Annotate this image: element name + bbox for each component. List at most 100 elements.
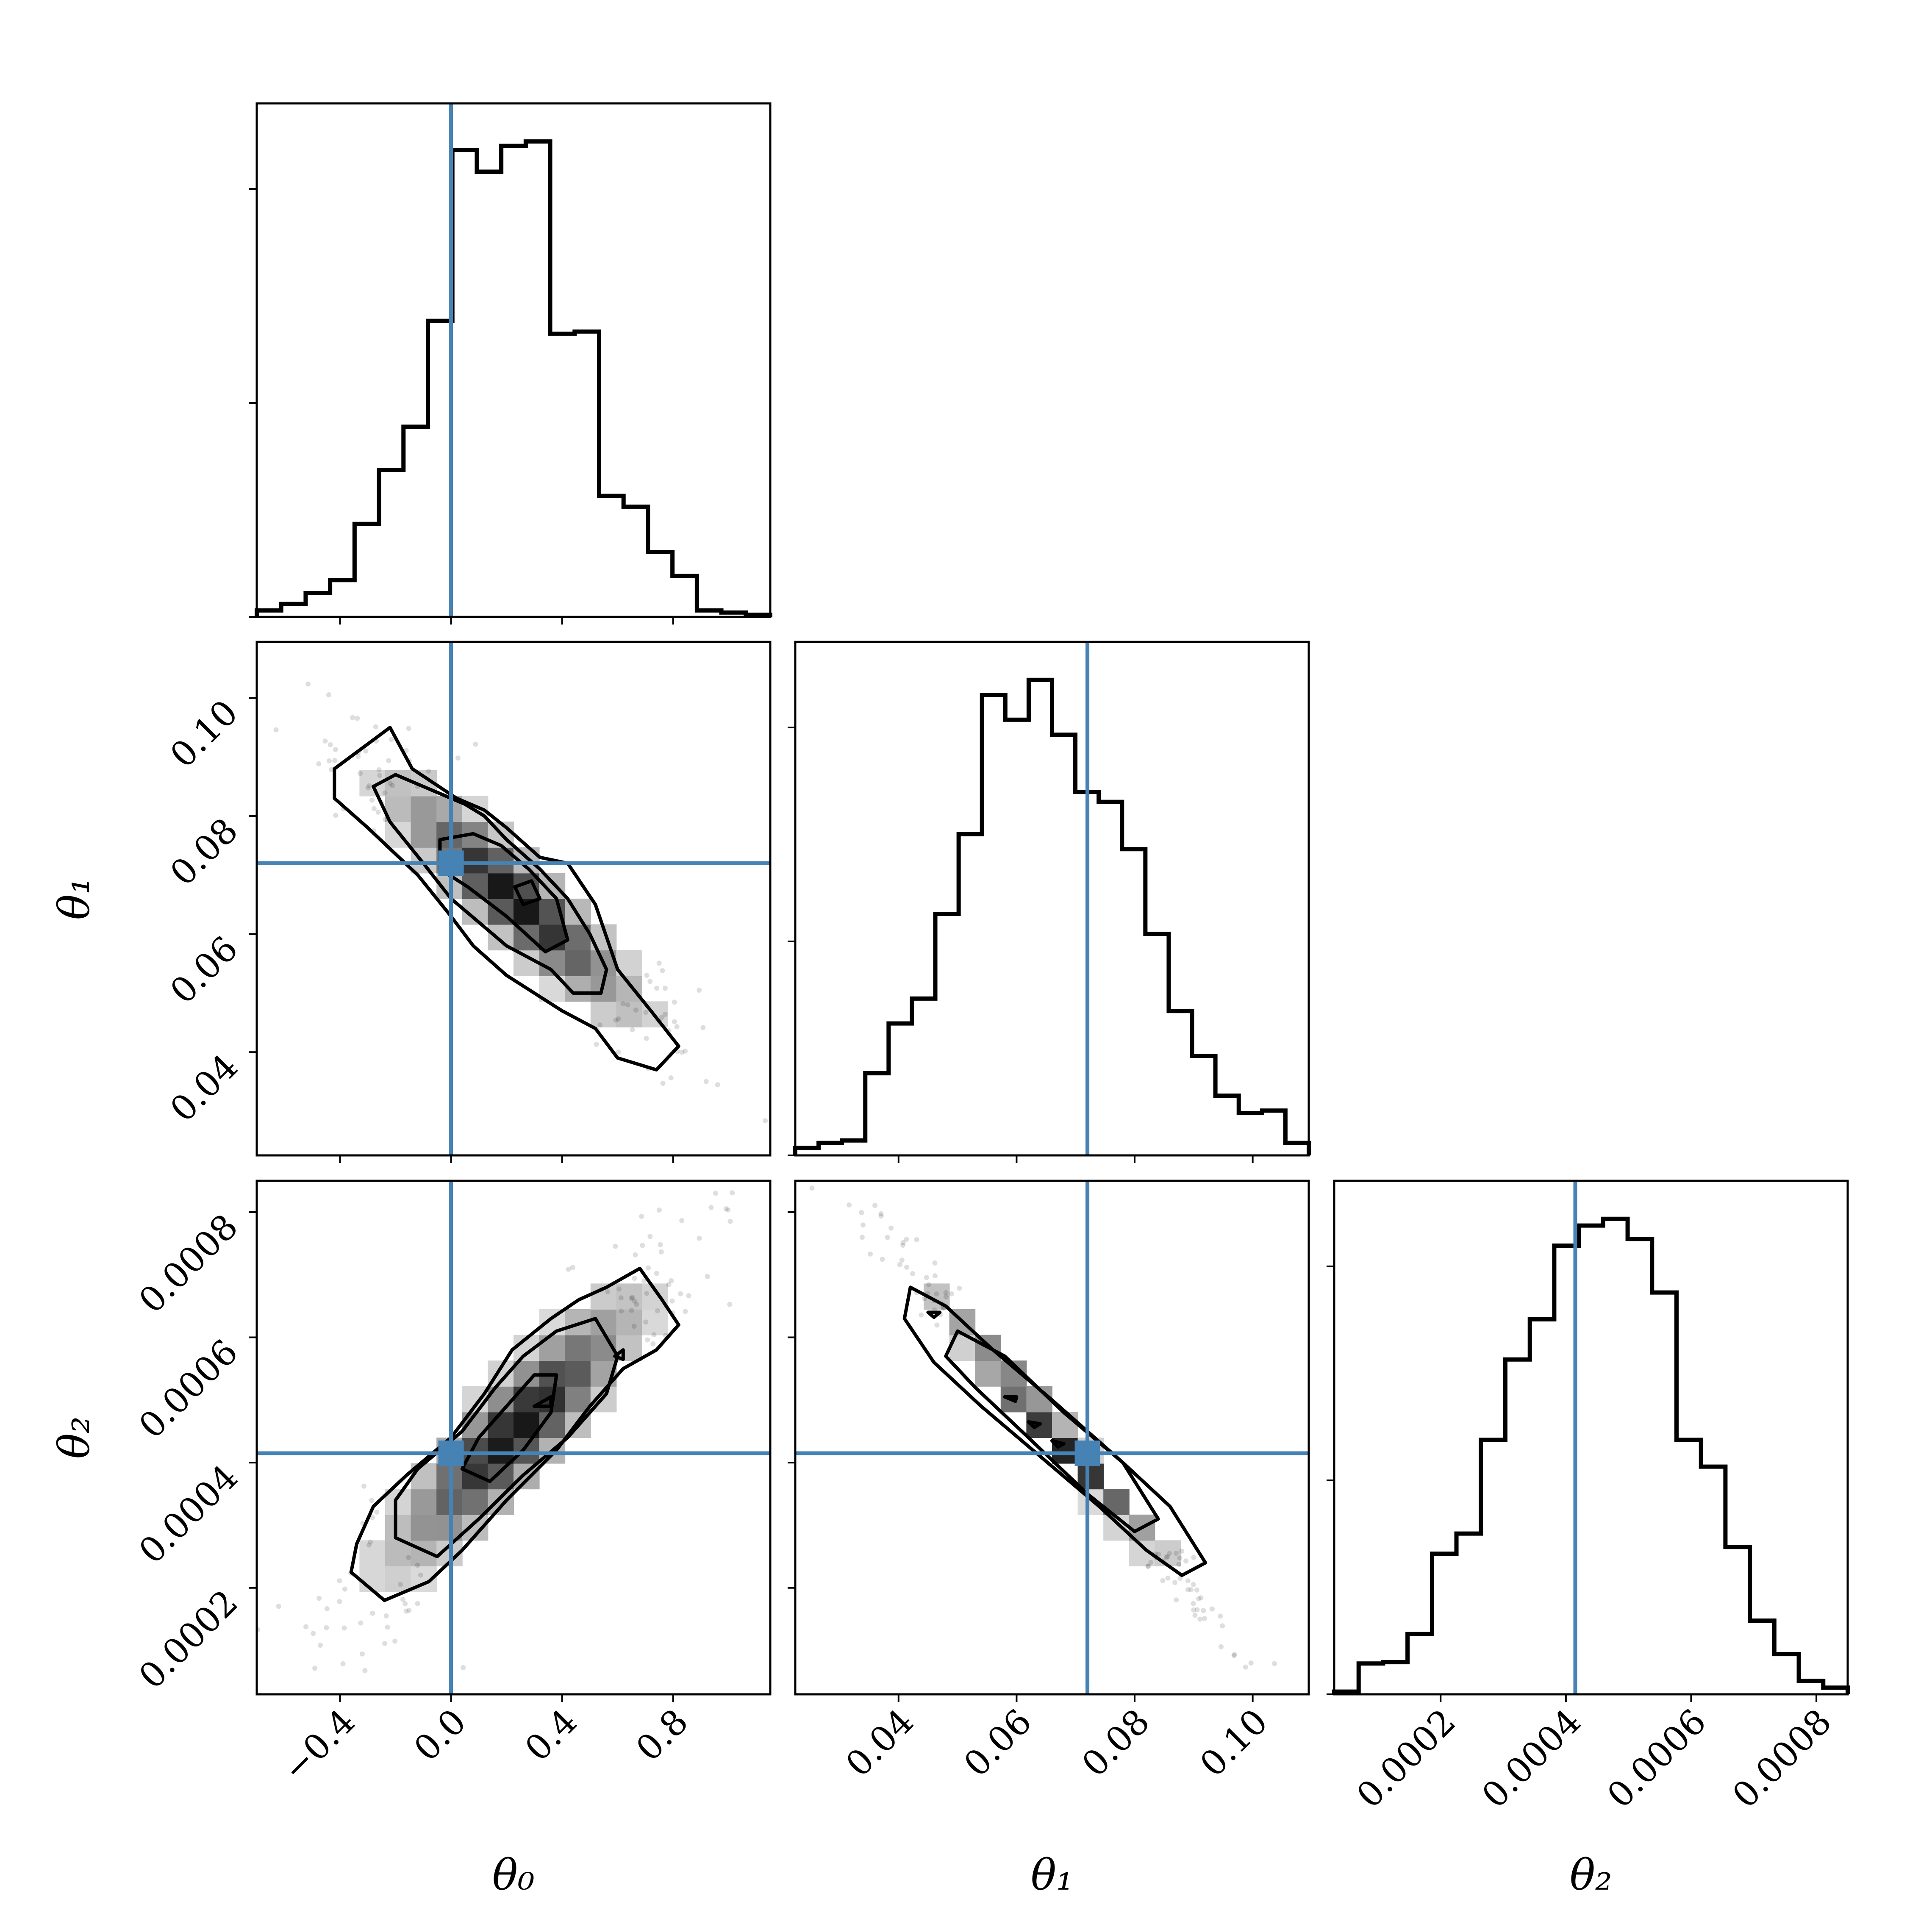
scatter-point xyxy=(1271,1698,1276,1703)
x-tick-label: 0.0002 xyxy=(1349,1702,1463,1816)
contour-line xyxy=(1027,1420,1042,1430)
density-cell xyxy=(514,1438,540,1464)
scatter-point xyxy=(809,1185,815,1191)
scatter-point xyxy=(1280,1703,1285,1708)
scatter-point xyxy=(1165,1554,1170,1559)
scatter-point xyxy=(1165,1575,1171,1581)
scatter-point xyxy=(373,724,378,730)
scatter-point xyxy=(674,1024,680,1030)
scatter-point xyxy=(629,1307,634,1313)
scatter-point xyxy=(406,726,411,731)
scatter-point xyxy=(1243,1664,1248,1670)
panel-frame xyxy=(794,641,1310,1157)
scatter-point xyxy=(316,761,322,766)
scatter-point xyxy=(1185,1587,1191,1593)
scatter-point xyxy=(311,1631,316,1636)
scatter-point xyxy=(418,1572,423,1578)
density-cell xyxy=(488,1438,514,1464)
scatter-point xyxy=(620,1001,626,1007)
panel-content xyxy=(250,1160,770,1702)
scatter-point xyxy=(878,1213,884,1219)
contour-line xyxy=(349,1266,680,1602)
scatter-point xyxy=(666,1282,672,1287)
scatter-point xyxy=(934,1322,940,1328)
density-cell xyxy=(385,1566,411,1592)
scatter-point xyxy=(643,1010,649,1015)
scatter-point xyxy=(1283,1699,1288,1704)
density-cell xyxy=(975,1360,1001,1387)
density-cell xyxy=(565,1360,591,1387)
contour-line xyxy=(533,1395,553,1408)
scatter-point xyxy=(888,1225,894,1231)
contour-line xyxy=(460,1373,558,1483)
x-tick-label: 0.0006 xyxy=(1600,1702,1714,1816)
scatter-point xyxy=(695,1160,700,1166)
scatter-point xyxy=(415,1563,420,1568)
scatter-point xyxy=(1232,1652,1237,1657)
panel-content xyxy=(257,642,770,1155)
scatter-point xyxy=(406,1607,412,1613)
scatter-point xyxy=(1145,1563,1151,1569)
scatter-point xyxy=(899,1257,905,1263)
contour-line xyxy=(1050,1439,1066,1449)
scatter-point xyxy=(880,1256,885,1262)
scatter-point xyxy=(1197,1616,1203,1622)
scatter-point xyxy=(250,1669,255,1674)
contour-line xyxy=(513,879,542,906)
scatter-point xyxy=(362,1668,368,1674)
scatter-point xyxy=(366,783,372,788)
scatter-point xyxy=(934,1291,939,1297)
scatter-point xyxy=(382,1641,388,1646)
x-tick-label: 0.08 xyxy=(1074,1702,1158,1785)
scatter-point xyxy=(289,1697,294,1702)
scatter-point xyxy=(1183,1558,1189,1564)
scatter-point xyxy=(276,1604,281,1609)
scatter-point xyxy=(700,1025,706,1030)
scatter-point xyxy=(1192,1613,1198,1618)
scatter-point xyxy=(312,1666,318,1671)
scatter-point xyxy=(619,1308,624,1314)
scatter-point xyxy=(1218,1644,1224,1649)
x-axis-label-theta0: θ₀ xyxy=(492,1850,535,1900)
scatter-point xyxy=(392,1638,398,1644)
density-cell xyxy=(411,1514,437,1541)
scatter-point xyxy=(725,1207,731,1213)
scatter-point xyxy=(660,968,665,974)
scatter-point xyxy=(382,817,388,822)
scatter-point xyxy=(647,1234,653,1239)
scatter-point xyxy=(730,1064,736,1069)
scatter-point xyxy=(697,1235,702,1241)
y-tick-label: 0.0004 xyxy=(131,1457,246,1571)
scatter-point xyxy=(322,738,328,744)
scatter-point xyxy=(303,1624,309,1629)
contour-line xyxy=(613,1348,625,1361)
scatter-point xyxy=(708,1205,714,1210)
scatter-point xyxy=(337,1578,342,1584)
scatter-point xyxy=(402,1601,408,1607)
scatter-point xyxy=(656,1208,662,1213)
density-cell xyxy=(514,1386,540,1413)
scatter-point xyxy=(566,1266,571,1272)
scatter-point xyxy=(324,1606,330,1611)
scatter-point xyxy=(672,1019,677,1024)
scatter-point xyxy=(369,1498,375,1503)
scatter-point xyxy=(644,1035,649,1041)
scatter-point xyxy=(371,806,377,811)
scatter-point xyxy=(1176,1561,1182,1567)
scatter-point xyxy=(1188,1587,1194,1593)
scatter-point xyxy=(914,1237,919,1243)
contour-line xyxy=(944,1329,1160,1533)
x-tick-label: 0.04 xyxy=(838,1702,922,1785)
y-tick-label: 0.06 xyxy=(163,929,246,1012)
scatter-point xyxy=(385,1624,390,1630)
scatter-point xyxy=(377,773,383,778)
scatter-point xyxy=(1185,1578,1191,1584)
scatter-point xyxy=(730,1190,735,1196)
scatter-point xyxy=(705,1274,710,1279)
scatter-point xyxy=(613,1017,619,1023)
x-tick-label: 0.0008 xyxy=(1725,1702,1839,1816)
histogram-panel-theta1 xyxy=(788,641,1311,1163)
scatter-point xyxy=(1231,1653,1237,1658)
scatter-point xyxy=(570,1265,575,1270)
